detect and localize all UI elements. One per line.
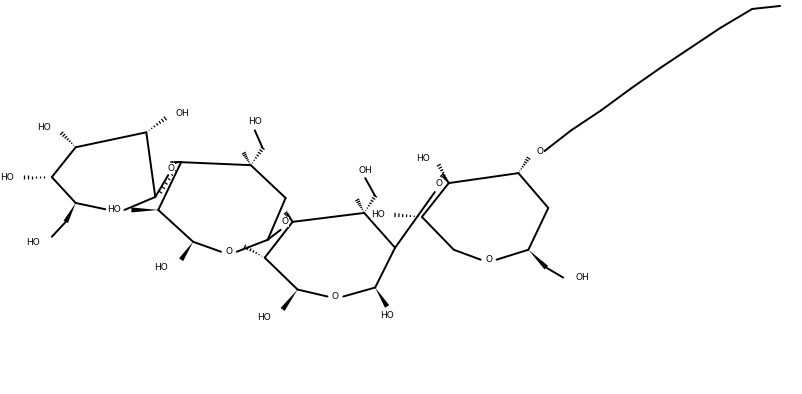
Text: HO: HO	[26, 238, 40, 247]
Text: HO: HO	[248, 117, 261, 126]
Text: OH: OH	[358, 165, 372, 175]
Text: HO: HO	[37, 123, 51, 132]
Text: O: O	[168, 164, 175, 173]
Text: HO: HO	[257, 313, 271, 322]
Text: O: O	[485, 255, 492, 264]
Text: HO: HO	[371, 210, 385, 219]
Text: O: O	[435, 178, 443, 188]
Text: O: O	[113, 205, 120, 214]
Text: O: O	[332, 292, 339, 301]
Text: HO: HO	[0, 173, 14, 182]
Text: HO: HO	[107, 205, 120, 214]
Text: O: O	[537, 147, 543, 156]
Polygon shape	[281, 290, 298, 311]
Text: O: O	[225, 247, 233, 256]
Text: HO: HO	[416, 154, 430, 163]
Polygon shape	[375, 288, 389, 308]
Text: O: O	[282, 217, 288, 227]
Text: HO: HO	[380, 311, 394, 320]
Text: OH: OH	[575, 273, 589, 282]
Polygon shape	[63, 203, 75, 223]
Text: HO: HO	[155, 263, 168, 272]
Text: OH: OH	[175, 109, 189, 118]
Polygon shape	[179, 242, 193, 261]
Polygon shape	[529, 250, 548, 269]
Polygon shape	[132, 208, 158, 212]
